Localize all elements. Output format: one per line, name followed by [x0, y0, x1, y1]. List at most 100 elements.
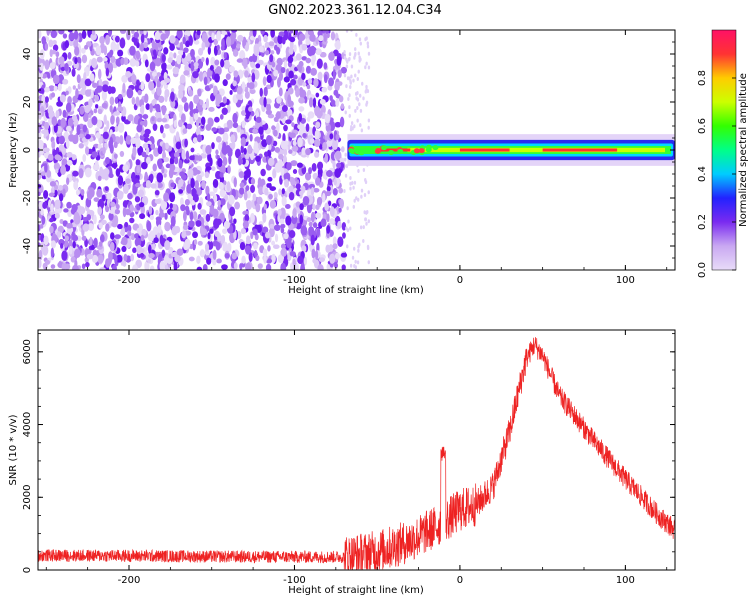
- noise-speckle: [320, 218, 327, 228]
- noise-speckle: [328, 51, 335, 61]
- noise-speckle: [186, 208, 190, 216]
- noise-speckle: [237, 34, 244, 42]
- noise-speckle: [81, 30, 87, 39]
- noise-speckle: [101, 84, 109, 93]
- noise-speckle: [304, 172, 312, 181]
- noise-speckle: [185, 40, 191, 48]
- noise-speckle: [205, 144, 212, 155]
- noise-speckle: [272, 168, 277, 179]
- noise-speckle: [156, 172, 164, 183]
- noise-speckle: [109, 104, 113, 113]
- noise-speckle: [283, 76, 290, 83]
- noise-speckle: [336, 162, 342, 169]
- noise-speckle: [114, 209, 121, 215]
- noise-speckle: [255, 116, 262, 123]
- noise-speckle: [354, 47, 357, 52]
- noise-speckle: [115, 203, 120, 210]
- noise-speckle: [195, 117, 200, 128]
- noise-speckle: [99, 267, 106, 270]
- noise-speckle: [367, 65, 371, 70]
- noise-speckle: [97, 206, 103, 216]
- noise-speckle: [165, 163, 171, 169]
- noise-speckle: [292, 207, 297, 219]
- noise-speckle: [126, 30, 131, 41]
- noise-speckle: [154, 190, 160, 196]
- noise-speckle: [215, 170, 222, 180]
- noise-speckle: [278, 153, 284, 160]
- noise-speckle: [186, 53, 192, 62]
- noise-speckle: [73, 213, 81, 225]
- noise-speckle: [145, 73, 151, 83]
- noise-speckle: [351, 255, 355, 260]
- noise-speckle: [211, 166, 216, 172]
- noise-speckle: [299, 203, 304, 211]
- noise-speckle: [245, 262, 252, 270]
- noise-speckle: [349, 84, 352, 89]
- noise-speckle: [350, 74, 353, 79]
- noise-speckle: [170, 215, 176, 227]
- noise-speckle: [315, 212, 322, 219]
- noise-speckle: [300, 225, 308, 236]
- noise-speckle: [119, 30, 127, 34]
- noise-speckle: [287, 55, 294, 64]
- noise-speckle: [329, 133, 334, 140]
- noise-speckle: [199, 209, 207, 215]
- noise-speckle: [276, 57, 283, 67]
- noise-speckle: [365, 102, 368, 107]
- noise-speckle: [122, 82, 126, 94]
- noise-speckle: [66, 151, 73, 158]
- noise-speckle: [211, 127, 217, 132]
- noise-speckle: [217, 205, 222, 211]
- noise-speckle: [171, 226, 178, 236]
- noise-speckle: [196, 255, 201, 264]
- noise-speckle: [188, 168, 194, 179]
- noise-speckle: [89, 73, 95, 82]
- noise-speckle: [268, 143, 272, 151]
- noise-speckle: [236, 43, 241, 49]
- noise-speckle: [323, 74, 328, 84]
- noise-speckle: [222, 228, 228, 234]
- noise-speckle: [350, 30, 353, 33]
- noise-speckle: [148, 230, 156, 242]
- noise-speckle: [200, 116, 206, 126]
- noise-speckle: [210, 56, 216, 67]
- noise-speckle: [72, 170, 79, 177]
- noise-speckle: [353, 124, 356, 129]
- noise-speckle: [153, 237, 159, 244]
- noise-speckle: [109, 129, 113, 136]
- noise-speckle: [72, 175, 77, 183]
- noise-speckle: [147, 258, 151, 264]
- noise-speckle: [301, 245, 307, 253]
- noise-speckle: [299, 214, 304, 225]
- noise-speckle: [339, 198, 344, 209]
- noise-speckle: [302, 82, 307, 87]
- noise-speckle: [149, 173, 154, 182]
- noise-speckle: [319, 99, 326, 105]
- noise-speckle: [249, 134, 253, 142]
- noise-speckle: [303, 96, 308, 104]
- noise-speckle: [296, 207, 301, 215]
- noise-speckle: [156, 72, 162, 77]
- noise-speckle: [70, 256, 76, 263]
- noise-speckle: [126, 87, 134, 99]
- noise-speckle: [212, 240, 219, 247]
- noise-speckle: [301, 56, 307, 61]
- noise-speckle: [264, 49, 270, 56]
- noise-speckle: [181, 149, 186, 160]
- noise-speckle: [140, 81, 145, 91]
- noise-speckle: [72, 240, 76, 249]
- noise-speckle: [180, 204, 186, 212]
- noise-speckle: [310, 186, 315, 196]
- noise-speckle: [357, 169, 360, 174]
- noise-speckle: [346, 59, 349, 64]
- noise-speckle: [312, 203, 316, 211]
- noise-speckle: [343, 189, 346, 194]
- noise-speckle: [298, 106, 305, 112]
- noise-speckle: [89, 236, 93, 246]
- noise-speckle: [51, 140, 56, 150]
- noise-speckle: [318, 257, 326, 263]
- noise-speckle: [178, 189, 184, 194]
- noise-speckle: [205, 123, 212, 131]
- noise-speckle: [308, 97, 314, 108]
- noise-speckle: [218, 127, 225, 135]
